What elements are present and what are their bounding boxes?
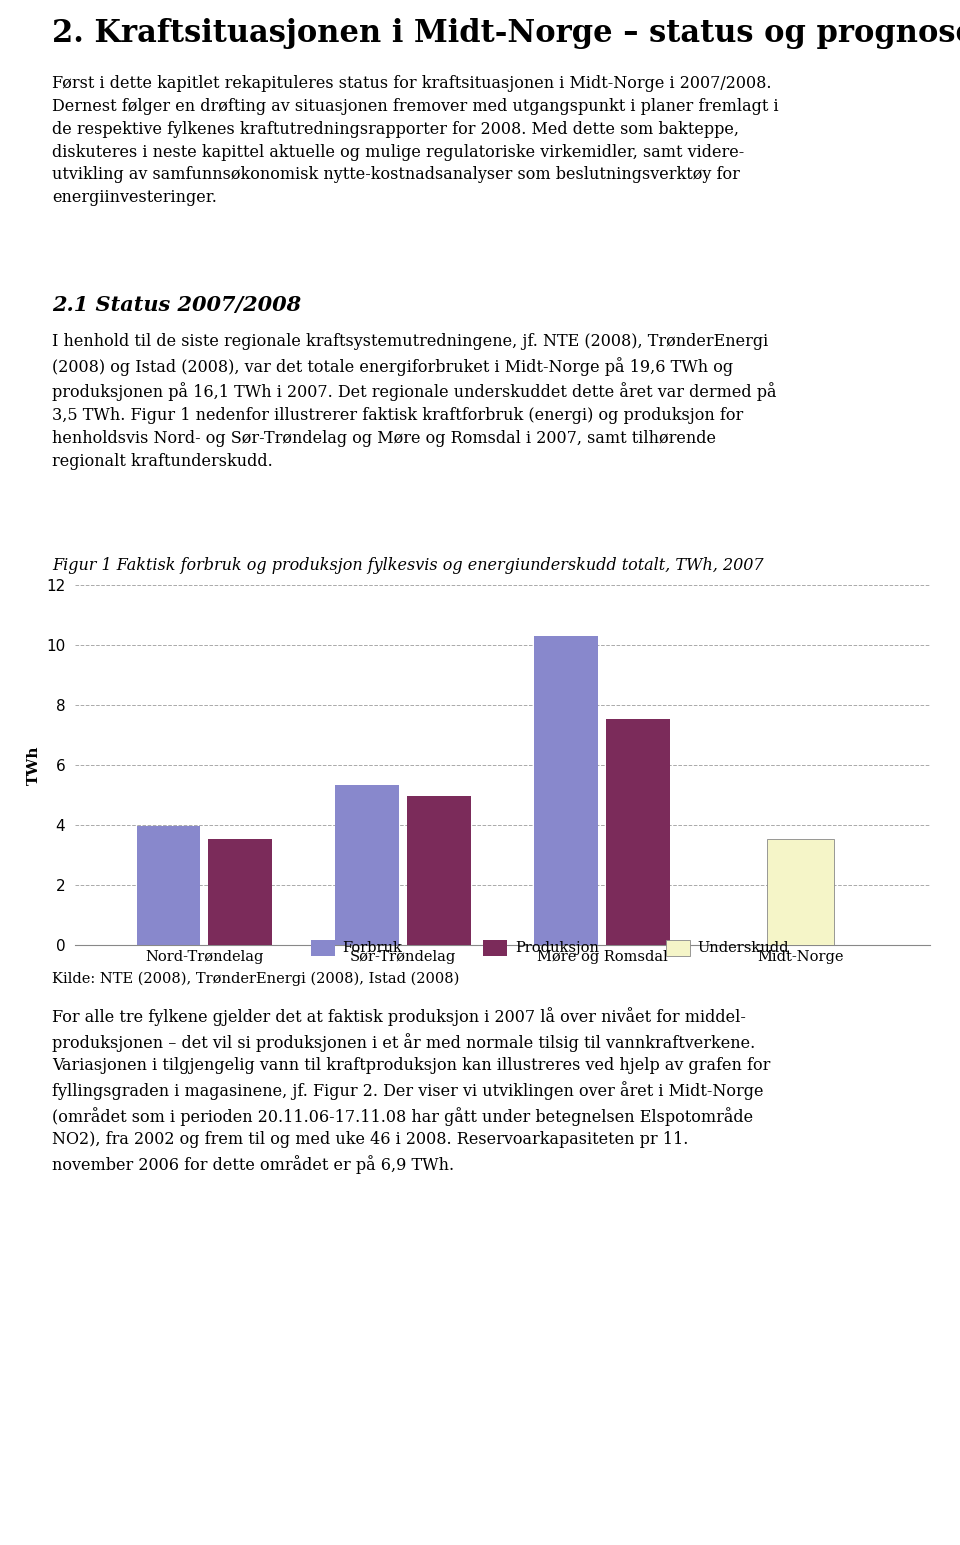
Bar (335, 785, 399, 946)
Bar (407, 796, 470, 946)
Bar (136, 827, 201, 946)
Bar (767, 839, 834, 946)
Text: Først i dette kapitlet rekapituleres status for kraftsituasjonen i Midt-Norge i : Først i dette kapitlet rekapituleres sta… (52, 76, 779, 205)
Text: 2. Kraftsituasjonen i Midt-Norge – status og prognoser: 2. Kraftsituasjonen i Midt-Norge – statu… (52, 19, 960, 49)
Bar (208, 839, 272, 946)
Text: Underskudd: Underskudd (697, 941, 789, 955)
Bar (535, 637, 598, 946)
Text: Kilde: NTE (2008), TrønderEnergi (2008), Istad (2008): Kilde: NTE (2008), TrønderEnergi (2008),… (52, 972, 460, 986)
Bar (606, 720, 669, 946)
Text: Figur 1 Faktisk forbruk og produksjon fylkesvis og energiunderskudd totalt, TWh,: Figur 1 Faktisk forbruk og produksjon fy… (52, 558, 763, 575)
Text: For alle tre fylkene gjelder det at faktisk produksjon i 2007 lå over nivået for: For alle tre fylkene gjelder det at fakt… (52, 1007, 770, 1174)
Text: I henhold til de siste regionale kraftsystemutredningene, jf. NTE (2008), Trønde: I henhold til de siste regionale kraftsy… (52, 334, 777, 470)
Text: 2.1 Status 2007/2008: 2.1 Status 2007/2008 (52, 295, 301, 315)
Text: Forbruk: Forbruk (342, 941, 402, 955)
Y-axis label: TWh: TWh (27, 745, 40, 785)
Text: Produksjon: Produksjon (515, 941, 599, 955)
